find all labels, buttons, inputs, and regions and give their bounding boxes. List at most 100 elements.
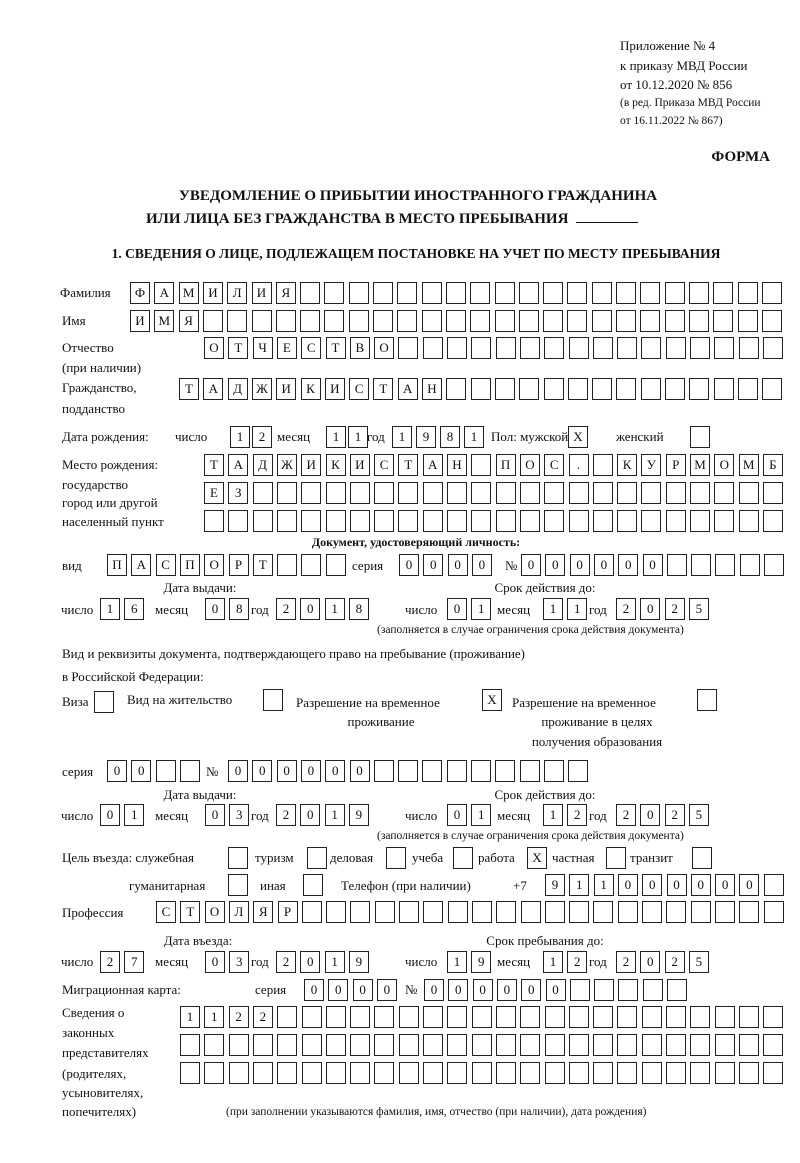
citizenship-box[interactable] — [494, 378, 515, 400]
reps2-box[interactable] — [301, 1034, 322, 1056]
birth-place2-box[interactable]: З — [228, 482, 249, 504]
stay-series-box[interactable]: 0 — [131, 760, 152, 782]
id-valid-month-box[interactable]: 1 — [543, 598, 563, 620]
id-valid-month-box[interactable]: 1 — [567, 598, 588, 620]
profession-box[interactable] — [763, 901, 784, 923]
purpose-study-box[interactable] — [453, 847, 473, 869]
stay-issue-year-box[interactable]: 2 — [276, 804, 296, 826]
birth-place1-box[interactable]: М — [690, 454, 710, 476]
name-box[interactable] — [713, 310, 734, 332]
reps1-box[interactable] — [374, 1006, 395, 1028]
id-issue-day-box[interactable]: 1 — [100, 598, 120, 620]
reps2-box[interactable] — [495, 1034, 516, 1056]
name-box[interactable] — [348, 310, 369, 332]
patronymic-box[interactable] — [690, 337, 710, 359]
reps2-box[interactable] — [325, 1034, 346, 1056]
surname-box[interactable] — [567, 282, 588, 304]
profession-box[interactable] — [423, 901, 444, 923]
reps3-box[interactable] — [666, 1062, 686, 1084]
surname-box[interactable] — [713, 282, 734, 304]
reps3-box[interactable] — [301, 1062, 322, 1084]
reps3-box[interactable] — [495, 1062, 516, 1084]
patronymic-box[interactable] — [422, 337, 443, 359]
id-issue-year-box[interactable]: 1 — [324, 598, 345, 620]
reps3-box[interactable] — [398, 1062, 419, 1084]
phone-box[interactable]: 1 — [569, 874, 590, 896]
birth-place3-box[interactable] — [349, 510, 370, 532]
birth-place1-box[interactable]: Д — [252, 454, 273, 476]
stay-until-year-box[interactable]: 2 — [616, 951, 636, 973]
reps2-box[interactable] — [666, 1034, 686, 1056]
birth-place3-box[interactable] — [568, 510, 589, 532]
reps3-box[interactable] — [544, 1062, 565, 1084]
birth-place3-box[interactable] — [301, 510, 322, 532]
reps2-box[interactable] — [544, 1034, 565, 1056]
stay-number-box[interactable] — [568, 760, 589, 782]
profession-box[interactable] — [326, 901, 347, 923]
id-number-box[interactable] — [666, 554, 687, 576]
birth-place1-box[interactable]: Р — [665, 454, 686, 476]
birth-place1-box[interactable]: С — [374, 454, 395, 476]
stay-number-box[interactable] — [446, 760, 467, 782]
profession-box[interactable] — [593, 901, 614, 923]
phone-box[interactable]: 9 — [545, 874, 565, 896]
birth-place3-box[interactable] — [690, 510, 710, 532]
stay-valid-year-box[interactable]: 5 — [688, 804, 709, 826]
name-box[interactable] — [737, 310, 758, 332]
citizenship-box[interactable] — [470, 378, 491, 400]
patronymic-box[interactable]: Т — [228, 337, 249, 359]
surname-box[interactable] — [470, 282, 491, 304]
birth-place1-box[interactable]: М — [738, 454, 759, 476]
purpose-business-box[interactable] — [386, 847, 406, 869]
card-number-box[interactable]: 0 — [448, 979, 469, 1001]
birth-place3-box[interactable] — [422, 510, 443, 532]
name-box[interactable] — [324, 310, 345, 332]
citizenship-box[interactable] — [543, 378, 564, 400]
citizenship-box[interactable]: А — [203, 378, 224, 400]
stay-valid-day-box[interactable]: 0 — [447, 804, 467, 826]
profession-box[interactable]: Т — [180, 901, 201, 923]
reps3-box[interactable] — [568, 1062, 589, 1084]
patronymic-box[interactable] — [544, 337, 565, 359]
entry-month-box[interactable]: 0 — [205, 951, 225, 973]
birth-place3-box[interactable] — [738, 510, 759, 532]
reps2-box[interactable] — [374, 1034, 395, 1056]
phone-box[interactable]: 0 — [715, 874, 736, 896]
birth-place2-box[interactable] — [641, 482, 662, 504]
birth-place3-box[interactable] — [544, 510, 565, 532]
name-box[interactable] — [251, 310, 272, 332]
stay-number-box[interactable] — [373, 760, 394, 782]
phone-box[interactable]: 0 — [690, 874, 711, 896]
birth-place1-box[interactable]: П — [495, 454, 516, 476]
citizenship-box[interactable]: К — [300, 378, 321, 400]
id-kind-box[interactable]: П — [179, 554, 200, 576]
id-series-box[interactable]: 0 — [399, 554, 419, 576]
patronymic-box[interactable]: Е — [276, 337, 297, 359]
patronymic-box[interactable] — [762, 337, 783, 359]
entry-year-box[interactable]: 9 — [348, 951, 369, 973]
surname-box[interactable] — [348, 282, 369, 304]
stay-series-box[interactable]: 0 — [107, 760, 127, 782]
id-kind-box[interactable]: Р — [228, 554, 249, 576]
birth-place2-box[interactable] — [252, 482, 273, 504]
citizenship-box[interactable]: Т — [373, 378, 394, 400]
profession-box[interactable] — [520, 901, 541, 923]
id-number-box[interactable] — [715, 554, 736, 576]
birth-place1-box[interactable]: А — [228, 454, 249, 476]
patronymic-box[interactable] — [519, 337, 540, 359]
birth-place1-box[interactable]: О — [519, 454, 540, 476]
surname-box[interactable] — [445, 282, 466, 304]
birth-place2-box[interactable] — [276, 482, 297, 504]
birth-place2-box[interactable] — [665, 482, 686, 504]
id-kind-box[interactable]: П — [107, 554, 127, 576]
birth-place3-box[interactable] — [252, 510, 273, 532]
patronymic-box[interactable]: С — [301, 337, 322, 359]
reps2-box[interactable] — [568, 1034, 589, 1056]
birth-place2-box[interactable]: Е — [204, 482, 224, 504]
name-box[interactable] — [640, 310, 661, 332]
birth-place3-box[interactable] — [228, 510, 249, 532]
profession-box[interactable]: Я — [253, 901, 274, 923]
stay-number-box[interactable]: 0 — [300, 760, 321, 782]
profession-box[interactable] — [471, 901, 492, 923]
reps2-box[interactable] — [738, 1034, 759, 1056]
